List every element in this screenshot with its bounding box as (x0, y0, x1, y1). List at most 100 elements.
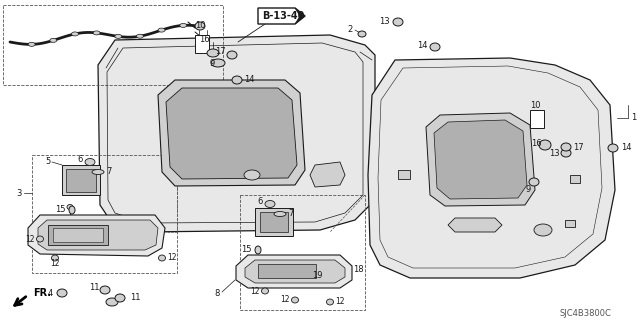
Ellipse shape (561, 143, 571, 151)
Ellipse shape (93, 31, 100, 35)
Text: 8: 8 (214, 290, 220, 299)
Ellipse shape (255, 246, 261, 254)
Ellipse shape (115, 294, 125, 302)
Bar (260, 212, 288, 232)
Text: 4: 4 (48, 288, 53, 298)
Text: 7: 7 (288, 210, 293, 219)
Text: 12: 12 (26, 234, 35, 243)
Ellipse shape (227, 51, 237, 59)
Text: 2: 2 (348, 25, 353, 33)
Ellipse shape (393, 18, 403, 26)
Ellipse shape (195, 22, 205, 30)
Bar (255, 208, 293, 236)
Polygon shape (28, 215, 165, 256)
Text: 5: 5 (45, 158, 51, 167)
Ellipse shape (115, 34, 122, 38)
Ellipse shape (274, 211, 286, 217)
Ellipse shape (100, 286, 110, 294)
Bar (66, 169, 96, 192)
Ellipse shape (136, 34, 143, 38)
Text: 19: 19 (312, 271, 323, 280)
Text: 16: 16 (200, 35, 210, 44)
Ellipse shape (207, 49, 219, 57)
Ellipse shape (262, 288, 269, 294)
Bar (565, 220, 575, 227)
Text: 14: 14 (621, 143, 632, 152)
Text: 7: 7 (106, 167, 111, 176)
Text: 12: 12 (167, 254, 177, 263)
Ellipse shape (106, 298, 118, 306)
Ellipse shape (159, 255, 166, 261)
Polygon shape (448, 218, 502, 232)
Text: 9: 9 (210, 58, 215, 68)
Ellipse shape (158, 28, 165, 32)
Ellipse shape (85, 159, 95, 166)
Ellipse shape (211, 59, 225, 67)
Text: 14: 14 (417, 41, 428, 49)
Text: 12: 12 (335, 298, 344, 307)
Ellipse shape (50, 38, 57, 42)
Bar (53, 228, 103, 242)
Ellipse shape (430, 43, 440, 51)
Ellipse shape (57, 289, 67, 297)
Text: 17: 17 (573, 143, 584, 152)
Polygon shape (166, 88, 297, 179)
Text: 12: 12 (250, 286, 260, 295)
Ellipse shape (28, 42, 35, 46)
Ellipse shape (36, 236, 44, 242)
Ellipse shape (51, 255, 58, 261)
Text: 11: 11 (130, 293, 141, 302)
Text: 15: 15 (241, 246, 252, 255)
Ellipse shape (326, 299, 333, 305)
Bar (3, 5, 223, 85)
Ellipse shape (608, 144, 618, 152)
Bar (32, 155, 177, 273)
Polygon shape (434, 120, 527, 199)
Text: 6: 6 (77, 155, 83, 165)
Bar (240, 195, 365, 310)
Bar (62, 165, 100, 195)
Ellipse shape (244, 170, 260, 180)
Text: FR.: FR. (33, 288, 51, 298)
Polygon shape (245, 260, 345, 283)
Text: 13: 13 (380, 18, 390, 26)
Text: 11: 11 (90, 284, 100, 293)
Polygon shape (426, 113, 535, 206)
Polygon shape (310, 162, 345, 187)
Ellipse shape (72, 32, 79, 36)
Bar (48, 225, 108, 245)
Text: B-13-40: B-13-40 (262, 11, 305, 21)
Text: 10: 10 (530, 101, 540, 110)
Bar (195, 35, 209, 53)
Text: 16: 16 (531, 138, 542, 147)
Ellipse shape (358, 31, 366, 37)
Text: 13: 13 (549, 149, 560, 158)
Ellipse shape (180, 23, 187, 27)
Ellipse shape (265, 201, 275, 207)
Ellipse shape (67, 204, 73, 210)
Text: 3: 3 (17, 189, 22, 197)
Polygon shape (236, 255, 352, 288)
Polygon shape (258, 8, 305, 24)
Ellipse shape (232, 76, 242, 84)
Text: 18: 18 (353, 265, 364, 275)
Polygon shape (98, 35, 375, 232)
Ellipse shape (529, 178, 539, 186)
Text: 10: 10 (195, 21, 205, 31)
Ellipse shape (291, 297, 298, 303)
Polygon shape (158, 80, 305, 186)
Bar (530, 110, 544, 128)
Ellipse shape (561, 149, 571, 157)
Ellipse shape (92, 169, 104, 174)
Bar (258, 264, 316, 278)
Polygon shape (295, 8, 305, 24)
Bar (570, 175, 580, 183)
Polygon shape (368, 58, 615, 278)
Text: 15: 15 (56, 205, 66, 214)
Ellipse shape (539, 140, 551, 150)
Text: 17: 17 (216, 48, 226, 56)
Text: 1: 1 (631, 114, 636, 122)
Bar (398, 170, 410, 179)
Text: 12: 12 (280, 295, 290, 305)
Ellipse shape (69, 206, 75, 214)
